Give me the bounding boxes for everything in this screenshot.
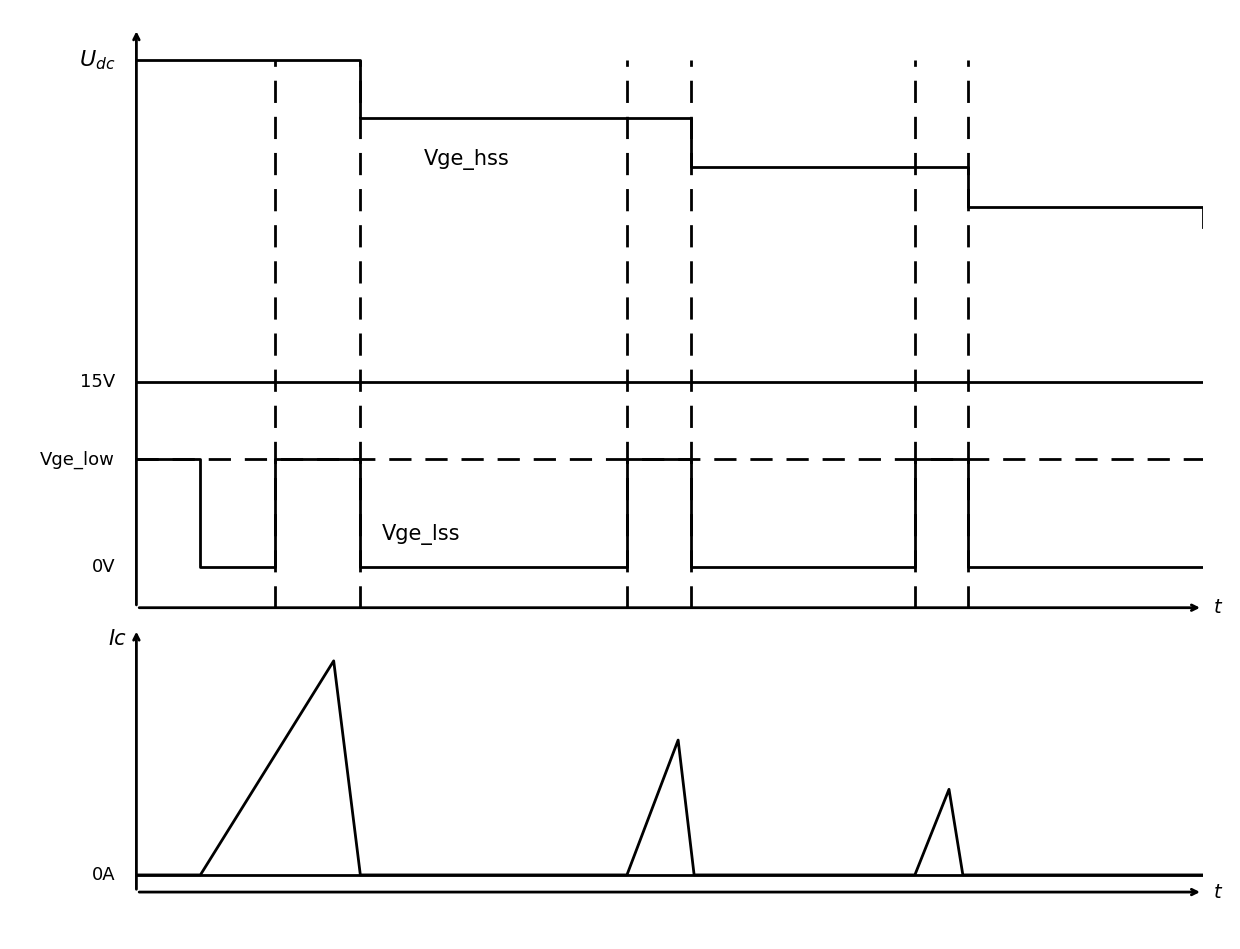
Text: t: t [1214,883,1221,902]
Text: 0A: 0A [92,865,115,884]
Text: 0V: 0V [92,558,115,576]
Text: Vge_low: Vge_low [40,451,115,469]
Text: Ic: Ic [108,629,125,649]
Text: $U_{dc}$: $U_{dc}$ [78,48,115,72]
Text: 15V: 15V [79,373,115,391]
Text: Vge_hss: Vge_hss [424,149,510,170]
Text: Vge_lss: Vge_lss [382,524,460,545]
Text: t: t [1214,598,1221,617]
